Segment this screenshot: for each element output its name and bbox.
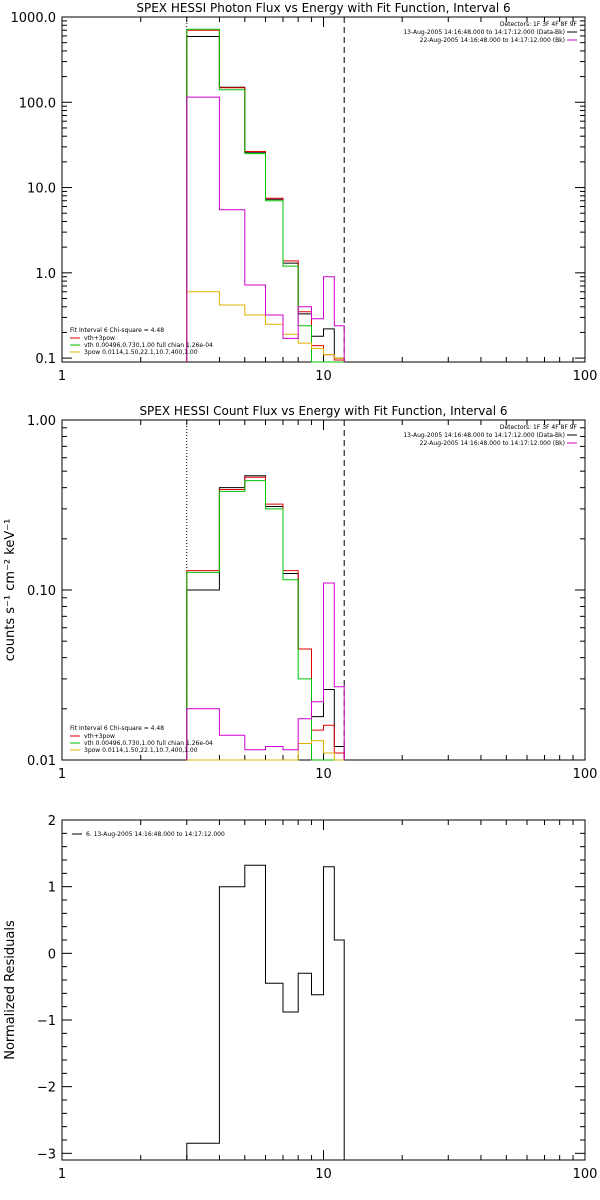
- y-tick-label: −2: [37, 1081, 56, 1096]
- series-3-line: [186, 291, 345, 362]
- legend-label: 6. 13-Aug-2005 14:16:48.000 to 14:17:12.…: [86, 831, 225, 838]
- y-tick-label: 0.1: [35, 352, 56, 367]
- x-tick-label: 100: [573, 1167, 598, 1182]
- chart-panel-1: SPEX HESSI Photon Flux vs Energy with Fi…: [11, 1, 598, 384]
- legend-right-label: 13-Aug-2005 14:16:48.000 to 14:17:12.000…: [403, 29, 565, 36]
- y-axis-label: counts s⁻¹ cm⁻² keV⁻¹: [3, 519, 18, 662]
- legend-left-label: vth 0.00496,0.730,1.00 full chian 1.26e-…: [84, 342, 213, 349]
- y-tick-label: 0: [48, 947, 56, 962]
- legend-left-label: vth+3pow: [84, 335, 115, 342]
- y-tick-label: 0.01: [27, 754, 56, 769]
- y-tick-label: −3: [37, 1147, 56, 1162]
- series-4-line: [186, 96, 345, 362]
- y-tick-label: 1.00: [27, 414, 56, 429]
- chart-panel-2: SPEX HESSI Count Flux vs Energy with Fit…: [3, 404, 597, 782]
- y-tick-label: 1: [48, 881, 56, 896]
- chart-title: SPEX HESSI Count Flux vs Energy with Fit…: [139, 404, 507, 418]
- y-tick-label: 100.0: [19, 96, 56, 111]
- x-tick-label: 10: [315, 369, 332, 384]
- fit-info-label: Fit Interval 6 Chi-square = 4.48: [70, 327, 164, 334]
- legend-left-label: 3pow 0.0114,1.50,22.1,10.7,400,1.00: [84, 747, 198, 754]
- series-4-line: [186, 582, 345, 760]
- x-tick-label: 10: [315, 1167, 332, 1182]
- series-3-line: [186, 740, 345, 761]
- x-tick-label: 1: [58, 1167, 66, 1182]
- series-1-line: [186, 476, 345, 760]
- x-tick-label: 100: [573, 767, 598, 782]
- y-tick-label: 0.10: [27, 584, 56, 599]
- series-0-line: [186, 864, 345, 1160]
- y-tick-label: 10.0: [27, 182, 56, 197]
- legend-right-label: 13-Aug-2005 14:16:48.000 to 14:17:12.000…: [403, 432, 565, 439]
- chart-title: SPEX HESSI Photon Flux vs Energy with Fi…: [136, 1, 510, 15]
- series-0-line: [186, 475, 345, 760]
- detectors-label: Detectors: 1F 3F 4F 8F 9F: [500, 424, 578, 431]
- y-tick-label: −1: [37, 1014, 56, 1029]
- x-tick-label: 1: [58, 767, 66, 782]
- detectors-label: Detectors: 1F 3F 4F 8F 9F: [500, 21, 578, 28]
- y-tick-label: 1.0: [35, 267, 56, 282]
- legend-right-label: 22-Aug-2005 14:16:48.000 to 14:17:12.000…: [420, 37, 565, 44]
- legend-right-label: 22-Aug-2005 14:16:48.000 to 14:17:12.000…: [420, 440, 565, 447]
- series-2-line: [186, 480, 345, 761]
- x-tick-label: 100: [573, 369, 598, 384]
- x-tick-label: 10: [315, 767, 332, 782]
- x-tick-label: 1: [58, 369, 66, 384]
- legend-left-label: vth 0.00496,0.730,1.00 full chian 1.26e-…: [84, 740, 213, 747]
- fit-info-label: Fit Interval 6 Chi-square = 4.48: [70, 725, 164, 732]
- chart-panel-3: 1 10 100 −3 −2 −1 0 1 2 Normalized Residuals 6. 13…: [3, 814, 597, 1182]
- series-2-line: [186, 28, 345, 363]
- y-axis-label: Normalized Residuals: [3, 920, 18, 1060]
- y-tick-label: 2: [48, 814, 56, 829]
- y-tick-label: 1000.0: [11, 11, 57, 26]
- legend-left-label: vth+3pow: [84, 733, 115, 740]
- legend-left-label: 3pow 0.0114,1.50,22.1,10.7,400,1.00: [84, 349, 198, 356]
